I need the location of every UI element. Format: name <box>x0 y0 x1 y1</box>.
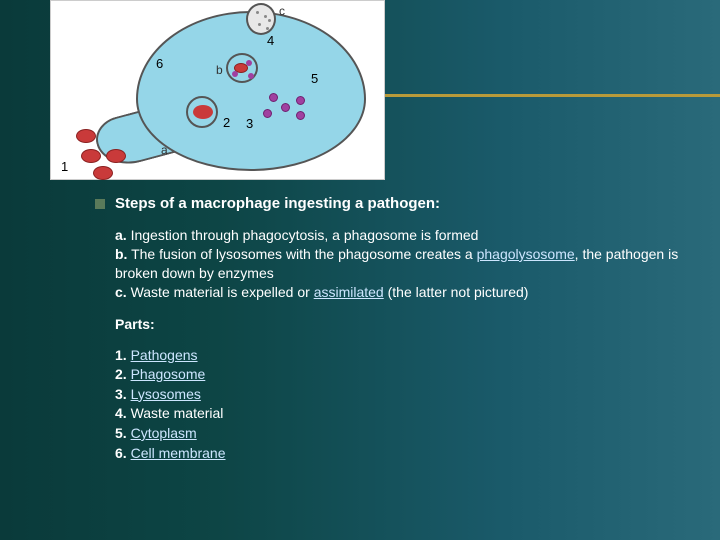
cell-membrane-link[interactable]: Cell membrane <box>131 445 226 461</box>
lysosome <box>263 109 272 118</box>
part-4: 4. Waste material <box>115 404 680 424</box>
lysosome <box>296 111 305 120</box>
diagram-label-1: 1 <box>61 159 68 174</box>
lysosome <box>296 96 305 105</box>
phagolysosome <box>226 53 258 83</box>
parts-list: 1. Pathogens 2. Phagosome 3. Lysosomes 4… <box>115 346 680 464</box>
diagram-label-5: 5 <box>311 71 318 86</box>
lysosome <box>269 93 278 102</box>
part-num: 4. <box>115 405 127 421</box>
pathogen <box>93 166 113 180</box>
parts-label: Parts: <box>115 316 680 332</box>
step-b-before: The fusion of lysosomes with the phagoso… <box>127 246 476 262</box>
waste-vesicle <box>246 3 276 35</box>
pathogen <box>81 149 101 163</box>
phagosome-link[interactable]: Phagosome <box>131 366 206 382</box>
heading-text: Steps of a macrophage ingesting a pathog… <box>115 195 440 212</box>
step-c-prefix: c. <box>115 284 127 300</box>
pathogens-link[interactable]: Pathogens <box>131 347 198 363</box>
part-num: 2. <box>115 366 127 382</box>
part-num: 3. <box>115 386 127 402</box>
diagram-label-2: 2 <box>223 115 230 130</box>
heading-row: Steps of a macrophage ingesting a pathog… <box>95 195 680 212</box>
diagram-label-3: 3 <box>246 116 253 131</box>
macrophage-diagram: 1 2 3 4 5 6 a b c <box>50 0 385 180</box>
lysosomes-link[interactable]: Lysosomes <box>131 386 201 402</box>
step-a-prefix: a. <box>115 227 127 243</box>
slide-content: Steps of a macrophage ingesting a pathog… <box>95 195 680 463</box>
part-5: 5. Cytoplasm <box>115 424 680 444</box>
steps-block: a. Ingestion through phagocytosis, a pha… <box>115 226 680 302</box>
pathogen <box>106 149 126 163</box>
part-num: 1. <box>115 347 127 363</box>
step-c-before: Waste material is expelled or <box>127 284 314 300</box>
diagram-letter-a: a <box>161 143 168 157</box>
part-num: 5. <box>115 425 127 441</box>
diagram-label-6: 6 <box>156 56 163 71</box>
pathogen <box>76 129 96 143</box>
cell-body <box>136 11 366 171</box>
part-num: 6. <box>115 445 127 461</box>
accent-divider <box>385 94 720 97</box>
part-2: 2. Phagosome <box>115 365 680 385</box>
part-1: 1. Pathogens <box>115 346 680 366</box>
bullet-icon <box>95 199 105 209</box>
phagosome <box>186 96 218 128</box>
step-c-after: (the latter not pictured) <box>384 284 529 300</box>
diagram-label-4: 4 <box>267 33 274 48</box>
waste-material-text: Waste material <box>131 405 224 421</box>
part-3: 3. Lysosomes <box>115 385 680 405</box>
assimilated-link[interactable]: assimilated <box>314 284 384 300</box>
diagram-letter-c: c <box>279 4 285 18</box>
lysosome <box>281 103 290 112</box>
part-6: 6. Cell membrane <box>115 444 680 464</box>
phagosome-pathogen <box>193 105 213 119</box>
diagram-letter-b: b <box>216 63 223 77</box>
step-b-prefix: b. <box>115 246 127 262</box>
phagolysosome-link[interactable]: phagolysosome <box>477 246 575 262</box>
cytoplasm-link[interactable]: Cytoplasm <box>131 425 197 441</box>
step-a-text: Ingestion through phagocytosis, a phagos… <box>127 227 479 243</box>
